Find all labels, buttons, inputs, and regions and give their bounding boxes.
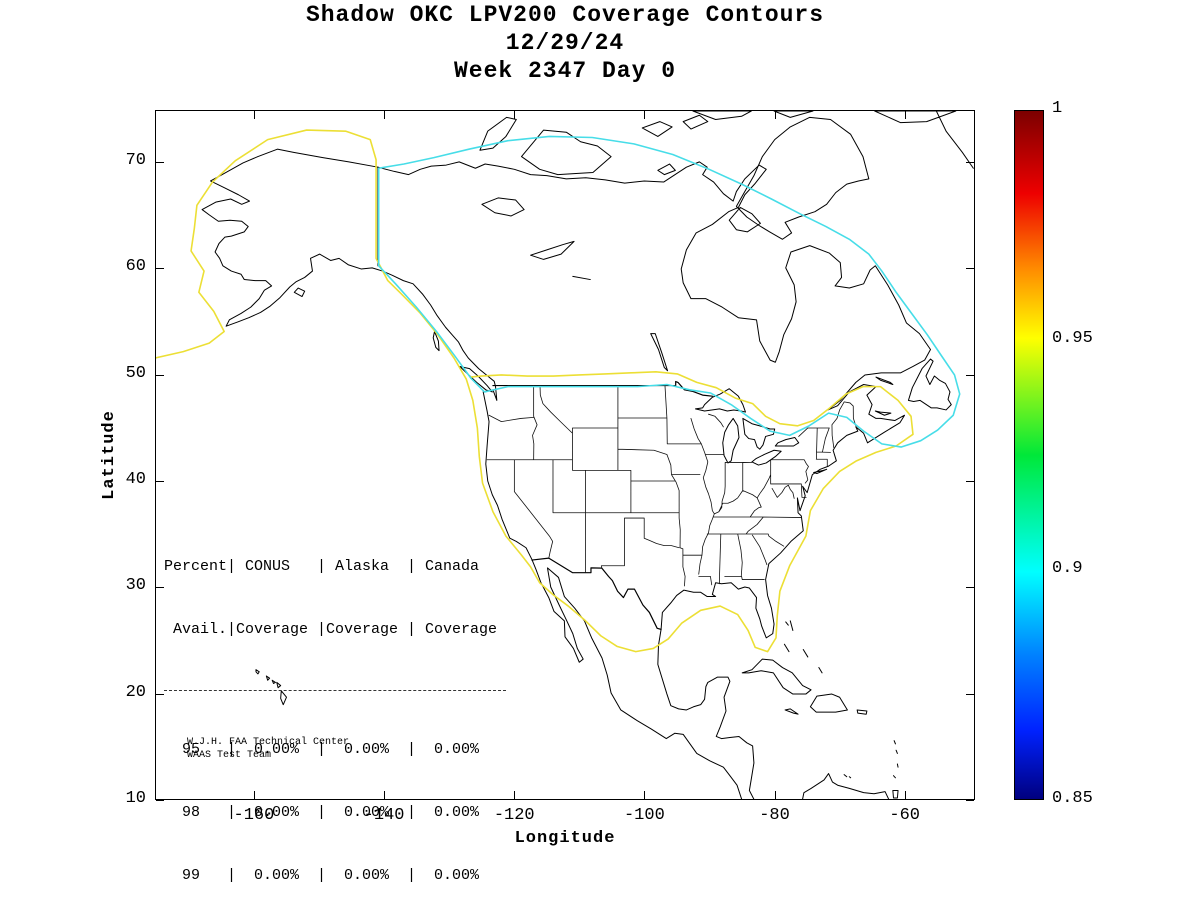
x-tick-mark bbox=[254, 111, 255, 119]
colorbar-tick-label: 0.95 bbox=[1052, 329, 1093, 348]
table-header-row-2: Avail.|Coverage |Coverage | Coverage bbox=[164, 621, 498, 638]
coverage-contour-095 bbox=[156, 130, 913, 652]
y-tick-mark bbox=[966, 481, 974, 482]
y-tick-mark bbox=[966, 587, 974, 588]
y-tick-mark bbox=[966, 162, 974, 163]
colorbar bbox=[1014, 110, 1044, 800]
attribution-line-2: WAAS Test Team bbox=[187, 750, 272, 761]
colorbar-tick-label: 0.85 bbox=[1052, 789, 1093, 808]
x-tick-label: -60 bbox=[889, 806, 920, 825]
x-tick-label: -160 bbox=[233, 806, 275, 825]
x-tick-mark bbox=[384, 111, 385, 119]
x-tick-mark bbox=[905, 111, 906, 119]
y-tick-mark bbox=[966, 375, 974, 376]
x-tick-mark bbox=[905, 791, 906, 799]
y-tick-label: 10 bbox=[125, 789, 146, 808]
y-tick-label: 60 bbox=[125, 257, 146, 277]
y-tick-mark bbox=[156, 800, 164, 801]
y-tick-label: 50 bbox=[125, 363, 146, 383]
y-axis-label: Latitude bbox=[100, 410, 119, 500]
y-tick-label: 20 bbox=[125, 682, 146, 702]
y-tick-mark bbox=[966, 800, 974, 801]
y-tick-mark bbox=[156, 162, 164, 163]
x-axis-label: Longitude bbox=[514, 829, 616, 848]
lakes-path bbox=[482, 198, 799, 465]
y-tick-mark bbox=[156, 268, 164, 269]
y-tick-mark bbox=[156, 694, 164, 695]
y-tick-label: 70 bbox=[125, 151, 146, 171]
colorbar-tick-label: 1 bbox=[1052, 99, 1063, 118]
x-tick-mark bbox=[644, 111, 645, 119]
table-row: 98 | 0.00% | 0.00% | 0.00% bbox=[164, 804, 480, 821]
x-tick-mark bbox=[514, 791, 515, 799]
attribution: W.J.H. FAA Technical Center WAAS Test Te… bbox=[187, 736, 349, 762]
y-tick-mark bbox=[156, 587, 164, 588]
x-tick-label: -100 bbox=[623, 806, 665, 825]
state-boundaries-path bbox=[487, 386, 858, 586]
chart-title-block: Shadow OKC LPV200 Coverage Contours 12/2… bbox=[155, 1, 975, 85]
table-header-row-1: Percent| CONUS | Alaska | Canada bbox=[164, 558, 480, 575]
attribution-line-1: W.J.H. FAA Technical Center bbox=[187, 737, 350, 748]
y-tick-mark bbox=[156, 375, 164, 376]
table-row: 99 | 0.00% | 0.00% | 0.00% bbox=[164, 867, 480, 884]
x-tick-mark bbox=[514, 111, 515, 119]
x-tick-label: -80 bbox=[759, 806, 790, 825]
table-separator bbox=[164, 690, 506, 691]
y-tick-mark bbox=[156, 481, 164, 482]
colorbar-tick-label: 0.9 bbox=[1052, 559, 1083, 578]
x-tick-mark bbox=[254, 791, 255, 799]
chart-date: 12/29/24 bbox=[505, 30, 625, 56]
x-tick-mark bbox=[775, 791, 776, 799]
y-tick-mark bbox=[966, 268, 974, 269]
x-tick-mark bbox=[775, 111, 776, 119]
arctic-islands-path bbox=[480, 111, 973, 239]
coverage-contour-090 bbox=[379, 136, 960, 447]
plot-area: Percent| CONUS | Alaska | Canada Avail.|… bbox=[155, 110, 975, 884]
mexico-us-border-path bbox=[532, 558, 661, 629]
north-america-map bbox=[156, 111, 974, 799]
islands-path bbox=[256, 288, 951, 799]
coverage-table: Percent| CONUS | Alaska | Canada Avail.|… bbox=[164, 514, 506, 900]
x-tick-mark bbox=[384, 791, 385, 799]
chart-title: Shadow OKC LPV200 Coverage Contours bbox=[305, 2, 825, 28]
chart-week-day: Week 2347 Day 0 bbox=[453, 58, 677, 84]
y-tick-label: 40 bbox=[125, 470, 146, 490]
y-tick-mark bbox=[966, 694, 974, 695]
x-tick-mark bbox=[644, 791, 645, 799]
y-tick-label: 30 bbox=[125, 576, 146, 596]
x-tick-label: -120 bbox=[493, 806, 535, 825]
table-row: 95 | 0.00% | 0.00% | 0.00% bbox=[164, 741, 480, 758]
coastline-path bbox=[202, 149, 930, 799]
x-tick-label: -140 bbox=[363, 806, 405, 825]
